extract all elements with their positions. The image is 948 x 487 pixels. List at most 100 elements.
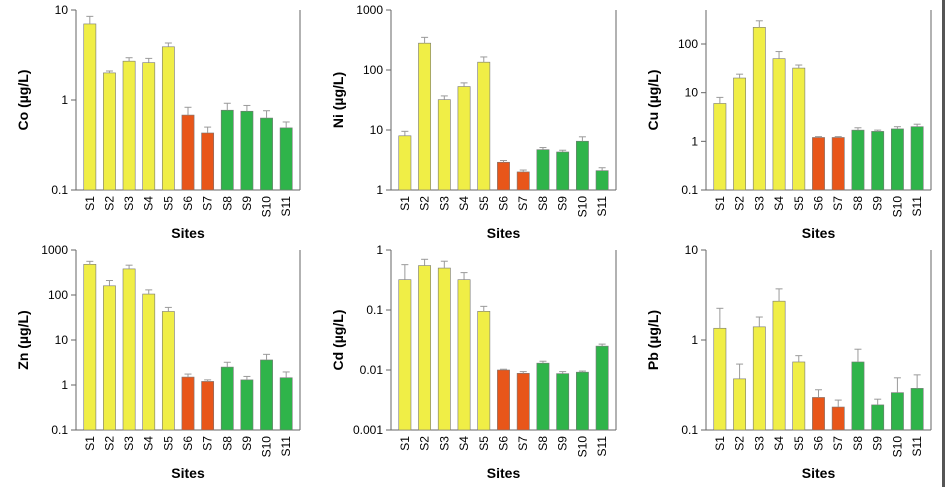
right-edge-bar (942, 0, 945, 487)
x-tick-label: S5 (161, 436, 175, 451)
x-tick-label: S10 (575, 196, 589, 218)
bar-s2 (418, 265, 432, 431)
bar-s3 (437, 267, 451, 431)
y-tick-label: 0.1 (681, 183, 698, 197)
x-tick-label: S6 (812, 436, 826, 451)
bar-s7 (201, 381, 215, 431)
y-tick-label: 0.1 (681, 423, 698, 437)
y-tick-label: 1 (61, 93, 68, 107)
x-tick-label: S4 (142, 196, 156, 211)
chart-panel-4: 0.1 1 10 100 1000 Zn (µg/L) S1 S2 S3 S4 S5 S6 S7 S8 S9… (15, 243, 301, 481)
x-tick-label: S2 (102, 196, 116, 211)
x-tick-label: S3 (437, 196, 451, 211)
bar-s7 (831, 406, 845, 431)
x-tick-label: S4 (772, 196, 786, 211)
bar-s8 (536, 362, 550, 431)
x-tick-label: S8 (220, 436, 234, 451)
bar-s1 (83, 264, 97, 431)
bar-s4 (772, 300, 786, 431)
bar-s8 (851, 129, 865, 191)
x-tick-label: S11 (595, 436, 609, 457)
x-tick-label: S2 (418, 436, 432, 451)
x-axis-title: Sites (802, 465, 836, 481)
x-tick-label: S5 (792, 436, 806, 451)
x-tick-label: S7 (516, 436, 530, 451)
x-tick-label: S10 (575, 436, 589, 458)
bar-s1 (83, 23, 97, 191)
y-axis-title: Cu (µg/L) (645, 70, 661, 131)
y-tick-label: 1 (376, 183, 383, 197)
bar-s5 (792, 67, 806, 191)
x-tick-label: S7 (831, 436, 845, 451)
x-tick-label: S10 (260, 196, 274, 218)
bar-s11 (910, 388, 924, 431)
chart-panel-6: 0.1 1 10 Pb (µg/L) S1 S2 S3 S4 S5 S6 S7 S8 S9 S10 S11 S… (645, 243, 932, 481)
chart-panel-1: 0.1 1 10 Co (µg/L) S1 S2 S3 S4 S5 S6 S7 S8 S9 S10 S11 S… (15, 3, 301, 241)
x-tick-label: S9 (871, 196, 885, 211)
y-axis-title: Cd (µg/L) (330, 310, 346, 371)
bar-s4 (142, 62, 156, 191)
x-tick-label: S9 (556, 196, 570, 211)
bar-s9 (871, 131, 885, 191)
bar-s8 (220, 366, 234, 431)
x-tick-label: S6 (181, 436, 195, 451)
bar-s4 (772, 58, 786, 191)
bar-s3 (122, 60, 136, 191)
x-tick-label: S11 (910, 196, 924, 217)
y-tick-label: 10 (55, 333, 69, 347)
x-tick-label: S3 (752, 436, 766, 451)
bar-s9 (556, 151, 570, 191)
x-tick-label: S1 (398, 436, 412, 451)
bar-s7 (516, 171, 530, 191)
chart-panel-3: 0.1 1 10 100 Cu (µg/L) S1 S2 S3 S4 S5 S6 S7 S8 S9 S10 S… (645, 10, 932, 241)
x-tick-label: S2 (733, 436, 747, 451)
bar-s5 (477, 311, 491, 431)
x-tick-label: S1 (713, 196, 727, 211)
bar-s5 (161, 311, 175, 431)
x-tick-label: S3 (122, 196, 136, 211)
bar-s11 (279, 377, 293, 431)
x-tick-label: S8 (851, 436, 865, 451)
bar-s10 (260, 117, 273, 191)
y-tick-label: 1 (691, 134, 698, 148)
x-tick-label: S1 (398, 196, 412, 211)
bar-s1 (398, 135, 412, 191)
x-tick-label: S7 (201, 196, 215, 211)
bar-s6 (812, 397, 825, 431)
x-tick-label: S10 (260, 436, 274, 458)
bar-s10 (260, 359, 273, 431)
bar-s3 (437, 99, 451, 191)
x-tick-label: S7 (516, 196, 530, 211)
bar-s2 (418, 42, 432, 191)
chart-panel-2: 1 10 100 1000 Ni (µg/L) S1 S2 S3 S4 S5 S6 S7 S8 S9 S10… (330, 3, 617, 241)
x-tick-label: S1 (713, 436, 727, 451)
x-tick-label: S6 (497, 436, 511, 451)
x-tick-label: S2 (733, 196, 747, 211)
x-tick-label: S11 (595, 196, 609, 217)
x-tick-label: S4 (457, 196, 471, 211)
y-tick-label: 100 (363, 63, 383, 77)
bar-s6 (812, 137, 825, 191)
bar-s7 (201, 132, 215, 191)
bar-s5 (792, 361, 806, 431)
bar-s2 (103, 285, 116, 431)
x-tick-label: S5 (161, 196, 175, 211)
x-tick-label: S8 (851, 196, 865, 211)
y-tick-label: 100 (678, 37, 698, 51)
y-tick-label: 0.001 (353, 423, 383, 437)
y-tick-label: 1 (691, 333, 698, 347)
x-tick-label: S6 (497, 196, 511, 211)
y-tick-label: 0.1 (366, 303, 383, 317)
y-tick-label: 0.1 (51, 423, 68, 437)
y-tick-label: 1 (376, 243, 383, 257)
x-tick-label: S10 (890, 436, 904, 458)
x-tick-label: S1 (83, 196, 97, 211)
x-tick-label: S4 (772, 436, 786, 451)
x-tick-label: S5 (477, 436, 491, 451)
y-axis-title: Zn (µg/L) (15, 310, 31, 369)
bar-s3 (752, 326, 766, 431)
x-tick-label: S1 (83, 436, 97, 451)
x-axis-title: Sites (171, 225, 205, 241)
bar-s1 (713, 327, 727, 431)
x-tick-label: S9 (871, 436, 885, 451)
